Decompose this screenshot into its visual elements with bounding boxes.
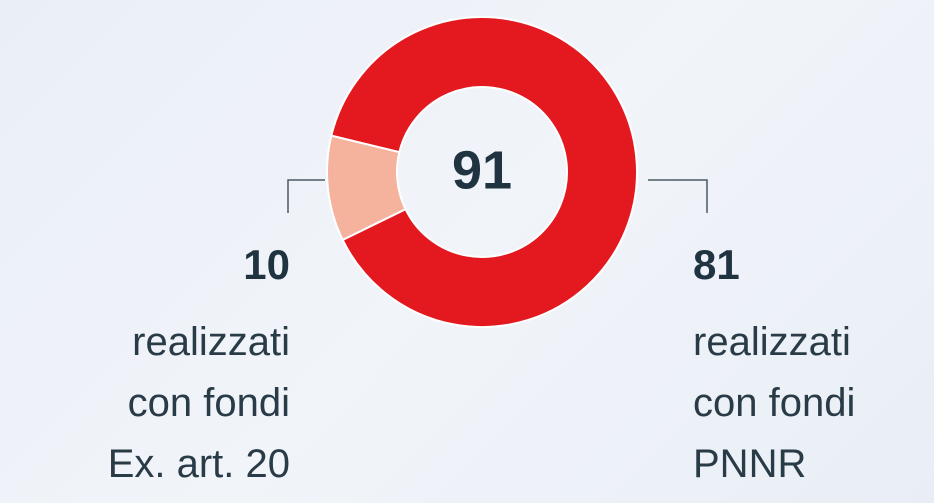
category-label: realizzati con fondi PNNR (693, 320, 856, 486)
donut-slice (330, 16, 638, 328)
connector (648, 179, 708, 213)
center-total: 91 (452, 140, 512, 200)
value-label: 10 (243, 241, 290, 288)
slices (326, 16, 638, 328)
connector (287, 179, 325, 213)
category-label: realizzati con fondi Ex. art. 20 (107, 320, 290, 486)
value-label: 81 (693, 241, 740, 288)
